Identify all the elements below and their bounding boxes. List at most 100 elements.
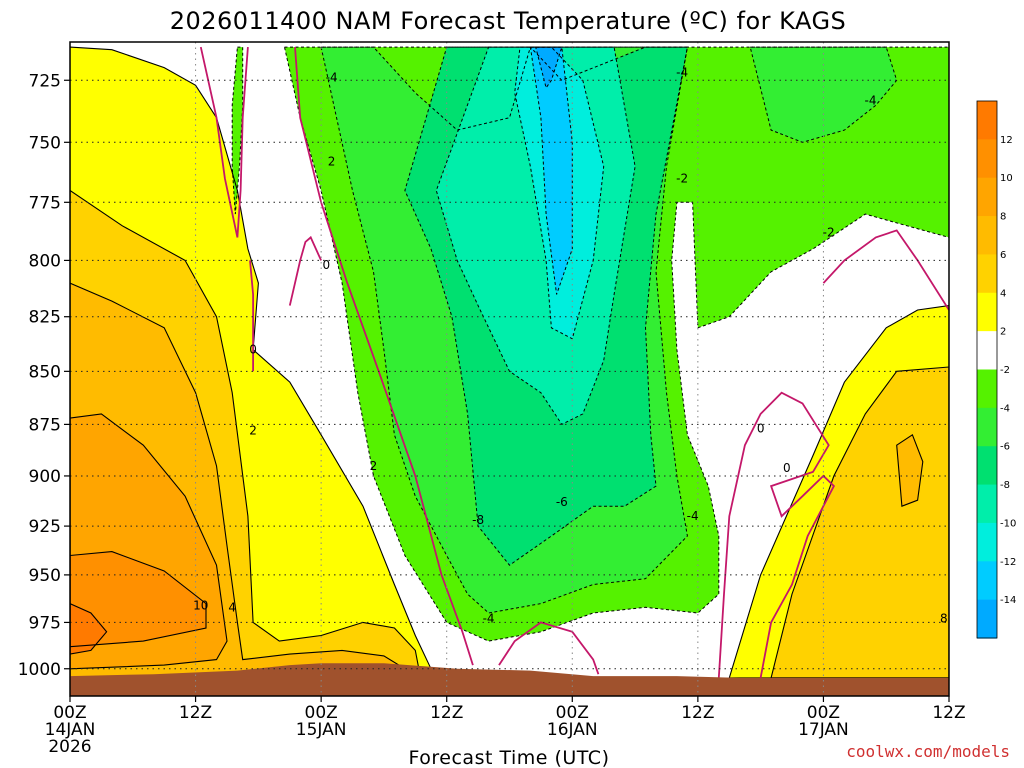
grid-lines — [70, 42, 949, 696]
contour-label: 8 — [940, 612, 948, 626]
zero-isotherm-2 — [288, 235, 322, 306]
contour-label: -2 — [676, 172, 688, 186]
isotherm-dashed-14 — [435, 46, 636, 426]
isotherm-solid-7 — [770, 366, 949, 679]
cold-region-17 — [535, 47, 562, 88]
colorbar-bin — [977, 561, 997, 601]
colorbar-label: 12 — [1000, 135, 1013, 146]
x-tick-label: 00Z — [807, 703, 840, 723]
colorbar-bin — [977, 484, 997, 524]
contour-label: 2 — [328, 155, 336, 169]
temperature-fill-regions — [70, 47, 949, 678]
x-axis-label: Forecast Time (UTC) — [409, 747, 610, 768]
y-tick-label: 1000 — [18, 660, 61, 680]
x-tick-label: 12Z — [681, 703, 714, 723]
colorbar-label: -6 — [1000, 442, 1010, 453]
y-tick-label: 975 — [29, 613, 61, 633]
colorbar-bin — [977, 216, 997, 256]
x-tick-label: 12Z — [932, 703, 965, 723]
y-tick-label: 950 — [29, 566, 61, 586]
x-tick-label: 00Z — [305, 703, 338, 723]
terrain-layer — [70, 663, 949, 696]
contour-label: 2 — [370, 459, 378, 473]
isotherm-dashed-15 — [514, 46, 605, 340]
colorbar-frame — [976, 100, 998, 639]
y-tick-label: 925 — [29, 517, 61, 537]
isotherm-solid-4 — [70, 551, 207, 648]
y-tick-label: 775 — [29, 193, 61, 213]
isotherm-dashed-10 — [283, 46, 949, 642]
contour-label: -6 — [556, 495, 568, 509]
isotherm-solid-5 — [70, 602, 108, 655]
x-tick-label: 15JAN — [296, 720, 347, 740]
x-tick-label: 00Z — [556, 703, 589, 723]
y-tick-label: 750 — [29, 133, 61, 153]
colorbar-bin — [977, 599, 997, 639]
colorbar-label: -14 — [1000, 595, 1016, 606]
cold-region-12 — [750, 47, 897, 143]
contour-label: 0 — [323, 258, 331, 272]
zero-isotherm-1 — [249, 260, 254, 372]
x-tick-label: 00Z — [53, 703, 86, 723]
zero-isotherm-0 — [199, 46, 249, 238]
zero-isotherm-6 — [822, 229, 949, 311]
warm-region-8 — [896, 434, 923, 507]
contour-label: -4 — [483, 612, 495, 626]
colorbar-bin — [977, 254, 997, 294]
contour-label: 0 — [783, 461, 791, 475]
colorbar-label: 2 — [1000, 327, 1006, 338]
colorbar-bin — [977, 446, 997, 486]
x-tick-label: 12Z — [179, 703, 212, 723]
contour-label: -4 — [865, 93, 877, 107]
colorbar-bin — [977, 407, 997, 447]
colorbar-label: -12 — [1000, 557, 1016, 568]
contour-label: -8 — [472, 513, 484, 527]
x-tick-label: 2026 — [48, 737, 91, 757]
colorbar-label: -8 — [1000, 480, 1010, 491]
contour-label: -2 — [823, 226, 835, 240]
contour-label: 4 — [228, 600, 236, 614]
colorbar-bin — [977, 369, 997, 409]
x-tick-label: 16JAN — [547, 720, 598, 740]
contour-label: -4 — [326, 71, 338, 85]
warm-region-5 — [70, 603, 107, 655]
contour-label: 0 — [249, 343, 257, 357]
contour-label: 2 — [249, 424, 257, 438]
isotherm-solid-3 — [70, 413, 228, 670]
zero-isotherm-5 — [717, 391, 836, 679]
colorbar-bin — [977, 522, 997, 562]
colorbar-label: -2 — [1000, 365, 1010, 376]
x-tick-label: 12Z — [430, 703, 463, 723]
y-tick-label: 850 — [29, 362, 61, 382]
isotherm-dashed-17 — [535, 46, 563, 89]
contour-label: 0 — [757, 422, 765, 436]
zero-isotherm-4 — [498, 621, 600, 675]
x-tick-label: 17JAN — [798, 720, 849, 740]
isotherm-solid-8 — [896, 433, 924, 507]
colorbar-bin — [977, 101, 997, 140]
contour-label: -4 — [676, 66, 688, 80]
y-axis: 725 750 775 800 825 850 875 900 925 950 975 1000 — [18, 71, 70, 680]
cold-region-9 — [232, 47, 243, 215]
colorbar-label: -4 — [1000, 403, 1010, 414]
credit-text: coolwx.com/models — [846, 742, 1010, 761]
x-tick-label: 14JAN — [45, 720, 96, 740]
colorbar-bin — [977, 331, 997, 371]
colorbar-label: 6 — [1000, 250, 1006, 261]
y-tick-label: 875 — [29, 415, 61, 435]
isotherm-dashed-12 — [749, 46, 898, 143]
contour-labels: -4 2 0 0 2 2 10 4 -8 -6 -4 -4 -4 -4 -2 -2 0 0 8 — [193, 66, 947, 626]
colorbar-label: 8 — [1000, 212, 1006, 223]
y-tick-label: 825 — [29, 308, 61, 328]
plot-frame — [69, 41, 950, 697]
colorbar-label: 10 — [1000, 173, 1013, 184]
colorbar-label: -10 — [1000, 518, 1016, 529]
isotherm-solid-6 — [728, 305, 949, 679]
chart-title: 2026011400 NAM Forecast Temperature (ºC)… — [170, 7, 847, 35]
plot-area: -4 2 0 0 2 2 10 4 -8 -6 -4 -4 -4 -4 -2 -2 0 0 8 — [70, 42, 949, 696]
colorbar-bin — [977, 292, 997, 332]
terrain-fill — [70, 663, 949, 696]
contour-label: -4 — [687, 509, 699, 523]
